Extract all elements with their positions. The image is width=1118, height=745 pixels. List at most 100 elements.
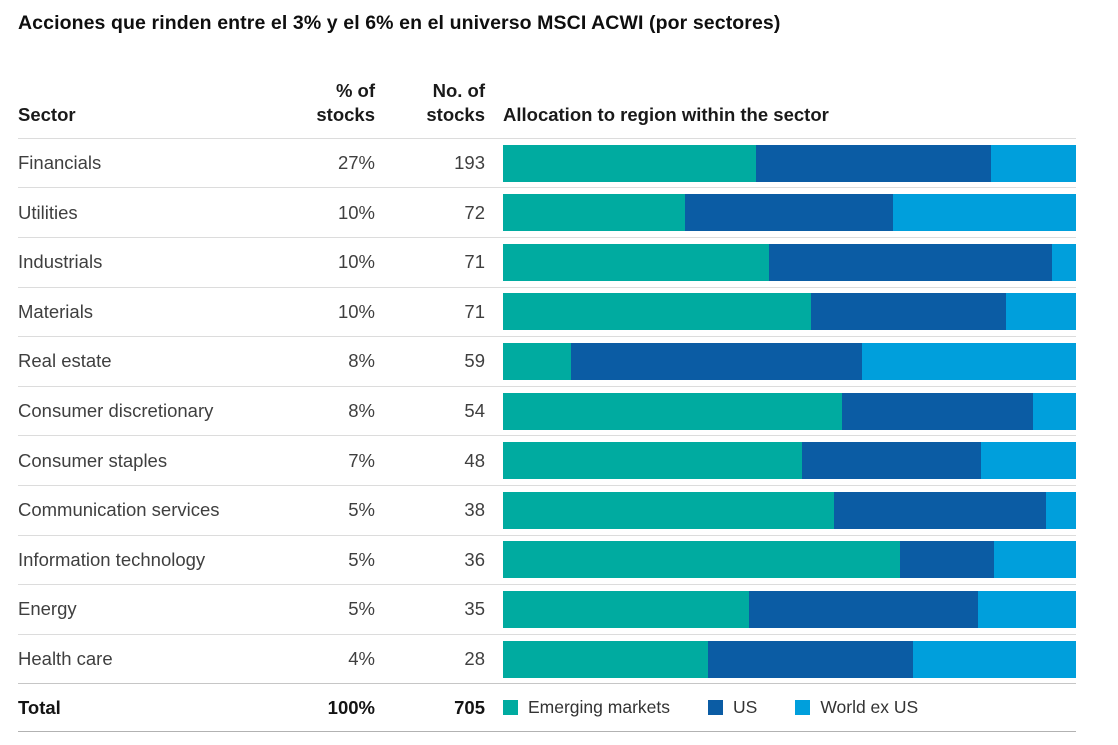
legend-swatch-emerging-markets — [503, 700, 518, 716]
header-num-line2: stocks — [426, 104, 485, 126]
table-header-row: Sector % of stocks No. of stocks Allocat… — [18, 35, 1076, 138]
bar-segment-emerging-markets — [503, 243, 770, 281]
allocation-bar — [503, 194, 1076, 232]
allocation-bar — [503, 541, 1076, 579]
pct-of-stocks-value: 8% — [348, 400, 375, 422]
header-allocation: Allocation to region within the sector — [503, 104, 829, 126]
bar-segment-world-ex-us — [892, 194, 1076, 232]
bar-segment-world-ex-us — [1005, 293, 1076, 331]
legend-label-us: US — [733, 697, 758, 718]
bar-segment-us — [810, 293, 1006, 331]
sector-label: Consumer discretionary — [18, 400, 214, 422]
sector-label: Financials — [18, 152, 102, 174]
header-pct-line1: % of — [335, 80, 375, 101]
bar-segment-us — [802, 442, 981, 480]
bar-segment-emerging-markets — [503, 640, 709, 678]
allocation-bar — [503, 640, 1076, 678]
pct-of-stocks-value: 10% — [337, 251, 375, 273]
header-sector: Sector — [18, 104, 76, 126]
pct-of-stocks-value: 5% — [348, 598, 375, 620]
total-label: Total — [18, 696, 61, 718]
sector-label: Real estate — [18, 350, 112, 372]
sector-label: Utilities — [18, 201, 78, 223]
bar-segment-world-ex-us — [912, 640, 1076, 678]
legend-label-emerging-markets: Emerging markets — [528, 697, 670, 718]
bar-segment-us — [900, 541, 995, 579]
allocation-bar — [503, 243, 1076, 281]
bar-segment-us — [570, 342, 862, 380]
bar-segment-world-ex-us — [1046, 491, 1076, 529]
allocation-bar — [503, 293, 1076, 331]
no-of-stocks-value: 36 — [464, 548, 485, 570]
bar-segment-us — [748, 590, 978, 628]
sector-label: Communication services — [18, 499, 220, 521]
no-of-stocks-value: 72 — [464, 201, 485, 223]
table-row: Energy 5% 35 — [18, 584, 1076, 634]
allocation-table: Sector % of stocks No. of stocks Allocat… — [18, 35, 1076, 733]
bar-segment-world-ex-us — [994, 541, 1076, 579]
bar-segment-us — [769, 243, 1053, 281]
sector-label: Health care — [18, 648, 113, 670]
legend-item-emerging-markets: Emerging markets — [503, 697, 670, 718]
table-total-row: Total 100% 705 Emerging markets US World… — [18, 683, 1076, 733]
sector-label: Materials — [18, 300, 94, 322]
table-row: Real estate 8% 59 — [18, 336, 1076, 386]
total-num-value: 705 — [454, 696, 485, 718]
legend-swatch-world-ex-us — [795, 700, 811, 716]
chart-legend: Emerging markets US World ex US — [503, 697, 1076, 718]
table-row: Health care 4% 28 — [18, 633, 1076, 684]
legend-item-world-ex-us: World ex US — [795, 697, 918, 718]
no-of-stocks-value: 193 — [454, 152, 485, 174]
allocation-bar — [503, 392, 1076, 430]
bar-segment-emerging-markets — [503, 392, 843, 430]
bar-segment-us — [685, 194, 893, 232]
pct-of-stocks-value: 10% — [337, 201, 375, 223]
bar-segment-emerging-markets — [503, 342, 571, 380]
total-pct-value: 100% — [327, 696, 375, 718]
bar-segment-emerging-markets — [503, 491, 834, 529]
bar-segment-emerging-markets — [503, 293, 811, 331]
allocation-bar — [503, 144, 1076, 182]
pct-of-stocks-value: 27% — [337, 152, 375, 174]
allocation-bar — [503, 491, 1076, 529]
bar-segment-emerging-markets — [503, 541, 901, 579]
header-no-of-stocks: No. of stocks — [375, 79, 485, 128]
no-of-stocks-value: 38 — [464, 499, 485, 521]
no-of-stocks-value: 71 — [464, 300, 485, 322]
bar-segment-us — [756, 144, 992, 182]
no-of-stocks-value: 54 — [464, 400, 485, 422]
header-num-line1: No. of — [432, 80, 485, 101]
allocation-bar — [503, 590, 1076, 628]
table-row: Utilities 10% 72 — [18, 187, 1076, 237]
no-of-stocks-value: 71 — [464, 251, 485, 273]
bar-segment-world-ex-us — [978, 590, 1076, 628]
bar-segment-us — [842, 392, 1033, 430]
pct-of-stocks-value: 7% — [348, 449, 375, 471]
no-of-stocks-value: 28 — [464, 648, 485, 670]
table-row: Information technology 5% 36 — [18, 534, 1076, 585]
legend-label-world-ex-us: World ex US — [820, 697, 919, 718]
bar-segment-world-ex-us — [991, 144, 1076, 182]
pct-of-stocks-value: 8% — [348, 350, 375, 372]
table-row: Consumer staples 7% 48 — [18, 435, 1076, 485]
bar-segment-world-ex-us — [1052, 243, 1076, 281]
pct-of-stocks-value: 5% — [348, 548, 375, 570]
no-of-stocks-value: 35 — [464, 598, 485, 620]
bar-segment-world-ex-us — [861, 342, 1076, 380]
table-row: Communication services 5% 38 — [18, 484, 1076, 535]
allocation-bar — [503, 342, 1076, 380]
legend-swatch-us — [708, 700, 723, 716]
pct-of-stocks-value: 4% — [348, 648, 375, 670]
table-row: Materials 10% 71 — [18, 286, 1076, 337]
table-row: Financials 27% 193 — [18, 137, 1076, 188]
no-of-stocks-value: 48 — [464, 449, 485, 471]
sector-label: Information technology — [18, 548, 206, 570]
bar-segment-world-ex-us — [980, 442, 1076, 480]
bar-segment-emerging-markets — [503, 144, 757, 182]
bar-segment-emerging-markets — [503, 590, 749, 628]
bar-segment-world-ex-us — [1033, 392, 1076, 430]
table-body: Financials 27% 193 Utilities 10% 72 Indu… — [18, 137, 1076, 684]
table-row: Consumer discretionary 8% 54 — [18, 385, 1076, 436]
pct-of-stocks-value: 5% — [348, 499, 375, 521]
